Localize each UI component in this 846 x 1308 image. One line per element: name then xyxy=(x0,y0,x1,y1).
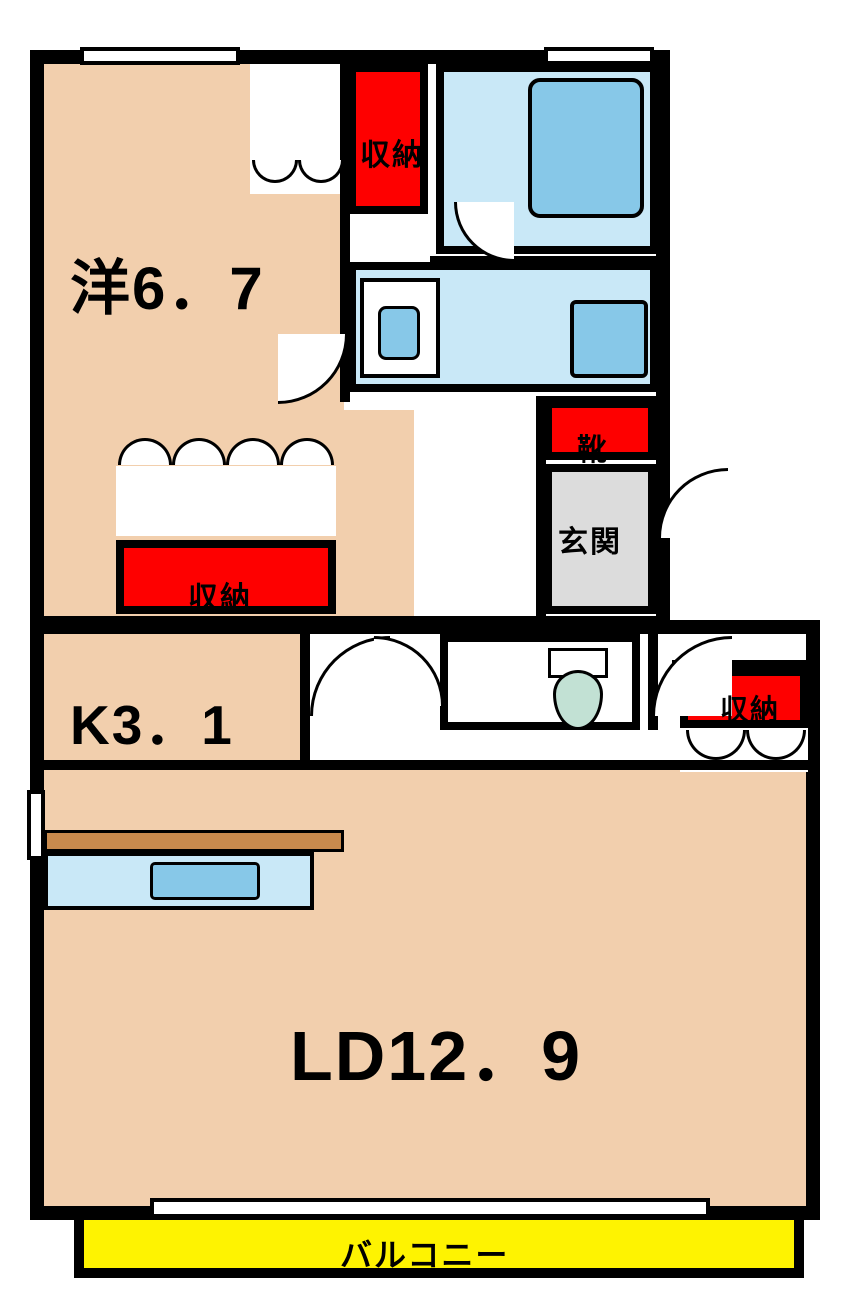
washroom-toilet xyxy=(378,306,420,360)
inner-wall-2 xyxy=(300,630,310,770)
window-0 xyxy=(80,47,240,65)
floorplan-canvas: 洋6．7K3．1LD12．9バルコニー収納収納収納靴玄関 xyxy=(0,0,846,1308)
label-living: LD12．9 xyxy=(290,1000,582,1101)
label-storage_bottom: 収納 xyxy=(188,573,252,617)
window-1 xyxy=(544,47,654,65)
region-sink xyxy=(570,300,648,378)
inner-wall-3 xyxy=(44,760,814,770)
window-2 xyxy=(27,790,45,860)
label-entrance: 玄関 xyxy=(558,517,622,561)
label-kitchen: K3．1 xyxy=(70,680,234,760)
inner-wall-6 xyxy=(536,400,546,620)
label-balcony: バルコニー xyxy=(340,1230,509,1276)
inner-wall-5 xyxy=(536,396,662,406)
region-kitchen_ctr_back xyxy=(44,830,344,852)
label-storage_right: 収納 xyxy=(720,688,780,728)
label-shoes: 靴 xyxy=(577,425,609,469)
region-bathtub xyxy=(528,78,644,218)
inner-wall-1 xyxy=(44,620,670,634)
region-toilet_room xyxy=(440,634,640,730)
label-storage_top: 収納 xyxy=(360,130,424,174)
region-closet_bot xyxy=(116,466,336,536)
window-3 xyxy=(150,1198,710,1218)
label-bedroom: 洋6．7 xyxy=(70,240,265,327)
region-kitchen_sink xyxy=(150,862,260,900)
inner-wall-4 xyxy=(430,256,660,266)
